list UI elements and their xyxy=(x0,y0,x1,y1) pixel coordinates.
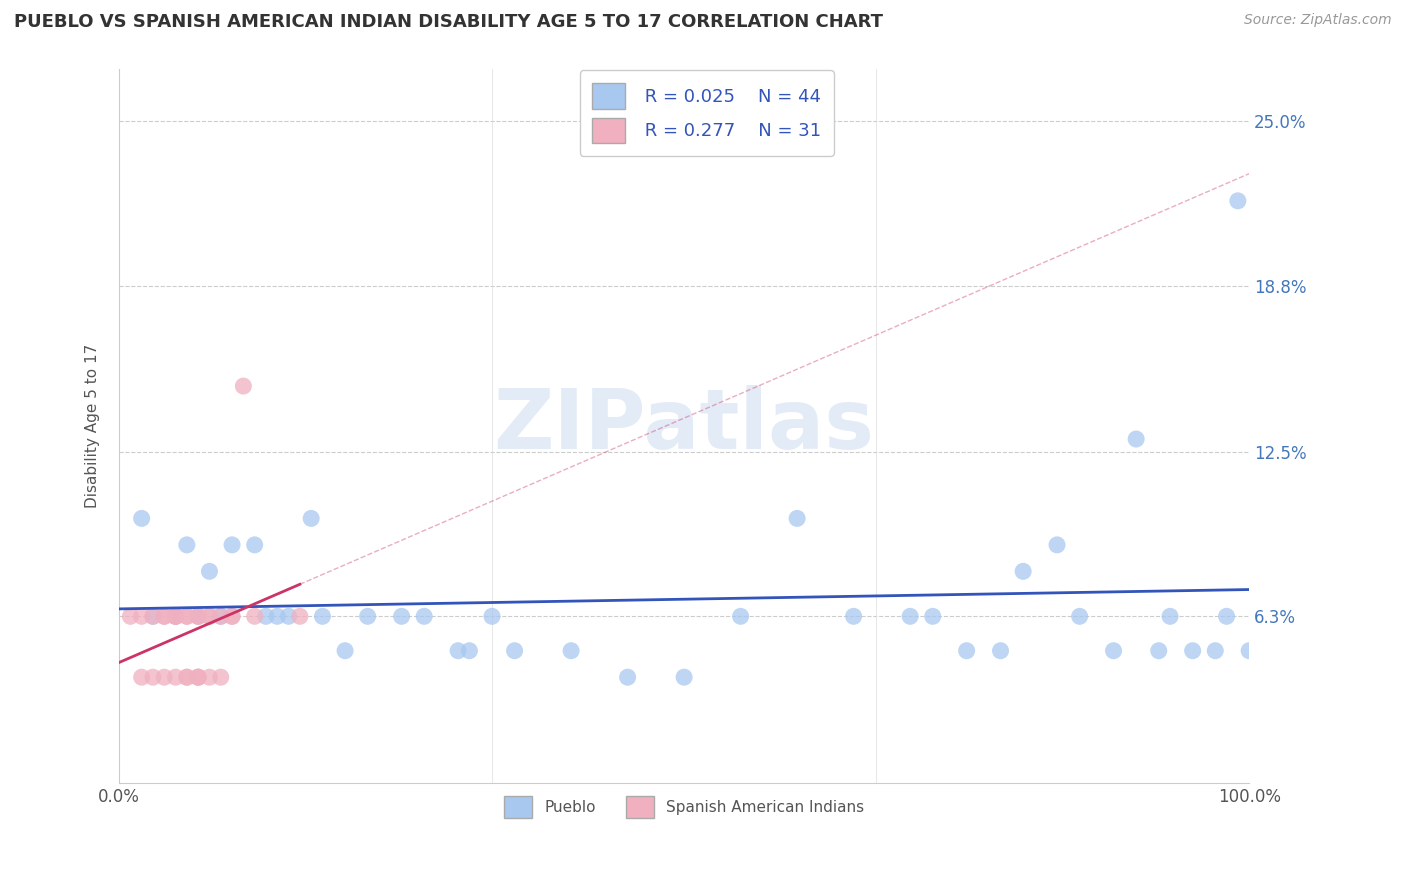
Point xyxy=(616,670,638,684)
Point xyxy=(153,609,176,624)
Point xyxy=(176,609,198,624)
Text: Source: ZipAtlas.com: Source: ZipAtlas.com xyxy=(1244,13,1392,28)
Point xyxy=(142,609,165,624)
Text: PUEBLO VS SPANISH AMERICAN INDIAN DISABILITY AGE 5 TO 17 CORRELATION CHART: PUEBLO VS SPANISH AMERICAN INDIAN DISABI… xyxy=(14,13,883,31)
Point xyxy=(198,609,221,624)
Point xyxy=(413,609,436,624)
Point xyxy=(176,609,198,624)
Point xyxy=(1147,644,1170,658)
Point xyxy=(165,609,187,624)
Point xyxy=(187,609,209,624)
Point xyxy=(176,670,198,684)
Point xyxy=(673,670,696,684)
Point xyxy=(357,609,380,624)
Point xyxy=(232,379,254,393)
Point xyxy=(153,609,176,624)
Point xyxy=(299,511,322,525)
Point xyxy=(221,609,243,624)
Point xyxy=(187,670,209,684)
Point xyxy=(254,609,277,624)
Point xyxy=(921,609,943,624)
Point xyxy=(198,565,221,579)
Point xyxy=(990,644,1012,658)
Point xyxy=(1102,644,1125,658)
Point xyxy=(898,609,921,624)
Point xyxy=(243,609,266,624)
Point xyxy=(209,609,232,624)
Point xyxy=(311,609,333,624)
Point xyxy=(142,609,165,624)
Point xyxy=(1046,538,1069,552)
Point xyxy=(1204,644,1226,658)
Point xyxy=(142,670,165,684)
Point xyxy=(165,609,187,624)
Point xyxy=(1237,644,1260,658)
Point xyxy=(131,609,153,624)
Point xyxy=(187,670,209,684)
Point xyxy=(1181,644,1204,658)
Point xyxy=(481,609,503,624)
Point xyxy=(730,609,752,624)
Point xyxy=(447,644,470,658)
Point xyxy=(165,609,187,624)
Point xyxy=(458,644,481,658)
Point xyxy=(198,609,221,624)
Point xyxy=(503,644,526,658)
Point xyxy=(131,670,153,684)
Point xyxy=(266,609,288,624)
Point xyxy=(176,538,198,552)
Point xyxy=(277,609,299,624)
Point xyxy=(187,609,209,624)
Point xyxy=(198,670,221,684)
Point xyxy=(165,609,187,624)
Point xyxy=(1215,609,1237,624)
Legend: Pueblo, Spanish American Indians: Pueblo, Spanish American Indians xyxy=(496,789,872,825)
Point xyxy=(956,644,979,658)
Point xyxy=(153,670,176,684)
Point xyxy=(243,538,266,552)
Point xyxy=(786,511,808,525)
Point xyxy=(221,609,243,624)
Point xyxy=(333,644,356,658)
Point xyxy=(165,670,187,684)
Text: ZIPatlas: ZIPatlas xyxy=(494,385,875,467)
Y-axis label: Disability Age 5 to 17: Disability Age 5 to 17 xyxy=(86,343,100,508)
Point xyxy=(187,670,209,684)
Point xyxy=(391,609,413,624)
Point xyxy=(176,670,198,684)
Point xyxy=(1125,432,1147,446)
Point xyxy=(209,609,232,624)
Point xyxy=(221,538,243,552)
Point xyxy=(131,511,153,525)
Point xyxy=(1012,565,1035,579)
Point xyxy=(560,644,582,658)
Point xyxy=(1159,609,1181,624)
Point xyxy=(187,609,209,624)
Point xyxy=(288,609,311,624)
Point xyxy=(120,609,142,624)
Point xyxy=(1069,609,1091,624)
Point xyxy=(842,609,865,624)
Point xyxy=(1226,194,1249,208)
Point xyxy=(209,670,232,684)
